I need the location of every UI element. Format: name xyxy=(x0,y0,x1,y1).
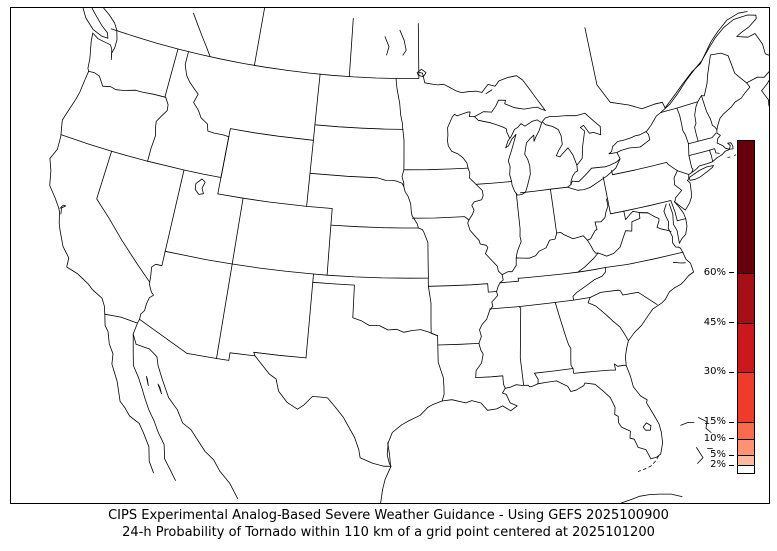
colorbar-segment xyxy=(738,466,754,473)
colorbar-tick-mark xyxy=(729,272,734,274)
caption-line1: CIPS Experimental Analog-Based Severe We… xyxy=(108,508,669,523)
caption-line2: 24-h Probability of Tornado within 110 k… xyxy=(122,524,655,540)
conus-map xyxy=(49,8,769,503)
colorbar-boundary-line xyxy=(738,438,754,440)
map-frame xyxy=(10,7,770,504)
colorbar-tick-label: 2% xyxy=(710,459,726,471)
colorbar-boundary-line xyxy=(738,322,754,324)
colorbar-segment xyxy=(738,273,754,324)
colorbar-tick-label: 10% xyxy=(703,432,726,444)
state-and-coast-borders-layer xyxy=(49,8,769,503)
colorbar-tick-mark xyxy=(729,322,734,324)
colorbar-tick-mark xyxy=(729,371,734,373)
colorbar-boundary-line xyxy=(738,272,754,274)
island-chain-dashed-layer xyxy=(638,154,736,472)
colorbar-tick-label: 30% xyxy=(703,366,726,378)
colorbar-boundary-line xyxy=(738,422,754,424)
colorbar-tick-mark xyxy=(729,454,734,456)
colorbar-segment xyxy=(738,373,754,424)
colorbar-segment xyxy=(738,423,754,440)
colorbar-segment xyxy=(738,456,754,467)
colorbar-tick-label: 5% xyxy=(710,449,726,461)
colorbar-segment xyxy=(738,439,754,457)
colorbar-segment xyxy=(738,323,754,374)
colorbar-boundary-line xyxy=(738,455,754,457)
colorbar xyxy=(737,140,755,474)
colorbar-boundary-line xyxy=(738,465,754,467)
colorbar-segment xyxy=(738,141,754,274)
colorbar-tick-mark xyxy=(729,421,734,423)
colorbar-tick-label: 15% xyxy=(703,416,726,428)
colorbar-tick-label: 60% xyxy=(703,266,726,278)
colorbar-tick-mark xyxy=(729,464,734,466)
colorbar-boundary-line xyxy=(738,372,754,374)
colorbar-tick-label: 45% xyxy=(703,316,726,328)
caption: CIPS Experimental Analog-Based Severe We… xyxy=(0,508,777,541)
colorbar-tick-mark xyxy=(729,438,734,440)
